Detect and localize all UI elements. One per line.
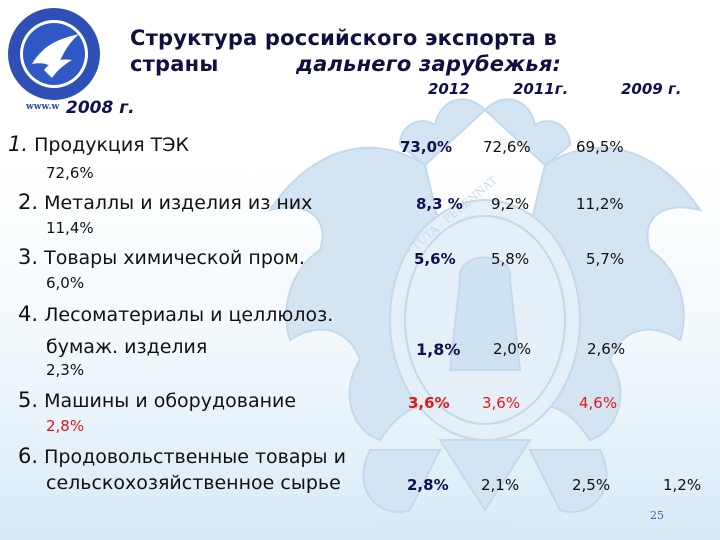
title-line-2a: страны bbox=[130, 52, 219, 76]
year-2008: 2008 г. bbox=[66, 98, 135, 118]
row-4-label-line-2: бумаж. изделия bbox=[46, 336, 208, 358]
row-5-text: Машины и оборудование bbox=[44, 390, 297, 412]
row-1-text: Продукция ТЭК bbox=[34, 134, 190, 156]
row-3-2009: 5,7% bbox=[586, 250, 625, 268]
row-3-2012: 5,6% bbox=[414, 250, 456, 268]
row-6-text: Продовольственные товары и bbox=[44, 446, 346, 468]
row-5-2008: 2,8% bbox=[46, 417, 85, 435]
row-3-2008: 6,0% bbox=[46, 274, 85, 292]
logo-url: www.w bbox=[26, 102, 60, 112]
row-6-2012: 2,8% bbox=[407, 476, 449, 494]
row-6-2009: 2,5% bbox=[572, 476, 611, 494]
row-3-text: Товары химической пром. bbox=[44, 247, 305, 269]
row-5-2011: 3,6% bbox=[482, 394, 521, 412]
year-2009: 2009 г. bbox=[621, 80, 682, 98]
row-4-2009: 2,6% bbox=[587, 340, 626, 358]
row-2-label: 2. Металлы и изделия из них bbox=[18, 190, 312, 214]
row-4-number: 4. bbox=[18, 302, 39, 326]
row-4-label: 4. Лесоматериалы и целлюлоз. bbox=[18, 302, 333, 326]
row-1-number: 1. bbox=[8, 132, 29, 156]
title-line-1: Структура российского экспорта в bbox=[130, 26, 558, 50]
double-headed-eagle-emblem-icon: · TUTA · PERENNAT bbox=[267, 98, 703, 513]
row-3-number: 3. bbox=[18, 245, 39, 269]
row-6-2008: 1,2% bbox=[663, 476, 702, 494]
row-2-2012: 8,3 % bbox=[416, 195, 463, 213]
row-1-2008: 72,6% bbox=[46, 164, 94, 182]
title-line-2b: дальнего зарубежья: bbox=[296, 52, 562, 76]
row-6-label: 6. Продовольственные товары и bbox=[18, 444, 346, 468]
row-4-2008: 2,3% bbox=[46, 361, 85, 379]
row-6-number: 6. bbox=[18, 444, 39, 468]
row-2-2009: 11,2% bbox=[576, 195, 624, 213]
row-6-label-line-2: сельскохозяйственное сырье bbox=[46, 472, 341, 494]
row-4-text: Лесоматериалы и целлюлоз. bbox=[44, 304, 334, 326]
row-1-2009: 69,5% bbox=[576, 138, 624, 156]
row-3-label: 3. Товары химической пром. bbox=[18, 245, 305, 269]
row-2-text: Металлы и изделия из них bbox=[44, 192, 313, 214]
row-3-2011: 5,8% bbox=[491, 250, 530, 268]
row-6-2011: 2,1% bbox=[481, 476, 520, 494]
year-2011: 2011г. bbox=[513, 80, 569, 98]
row-1-2012: 73,0% bbox=[400, 138, 453, 156]
row-2-2008: 11,4% bbox=[46, 219, 94, 237]
row-4-2011: 2,0% bbox=[493, 340, 532, 358]
year-2012: 2012 bbox=[428, 80, 470, 98]
dove-circle-logo-icon bbox=[8, 8, 100, 100]
row-1-label: 1. Продукция ТЭК bbox=[8, 132, 189, 156]
row-2-number: 2. bbox=[18, 190, 39, 214]
page-number: 25 bbox=[650, 509, 664, 522]
row-4-2012: 1,8% bbox=[416, 340, 461, 359]
row-5-2009: 4,6% bbox=[579, 394, 618, 412]
row-5-2012: 3,6% bbox=[408, 394, 450, 412]
row-1-2011: 72,6% bbox=[483, 138, 531, 156]
row-2-2011: 9,2% bbox=[491, 195, 530, 213]
row-5-label: 5. Машины и оборудование bbox=[18, 388, 296, 412]
row-5-number: 5. bbox=[18, 388, 39, 412]
